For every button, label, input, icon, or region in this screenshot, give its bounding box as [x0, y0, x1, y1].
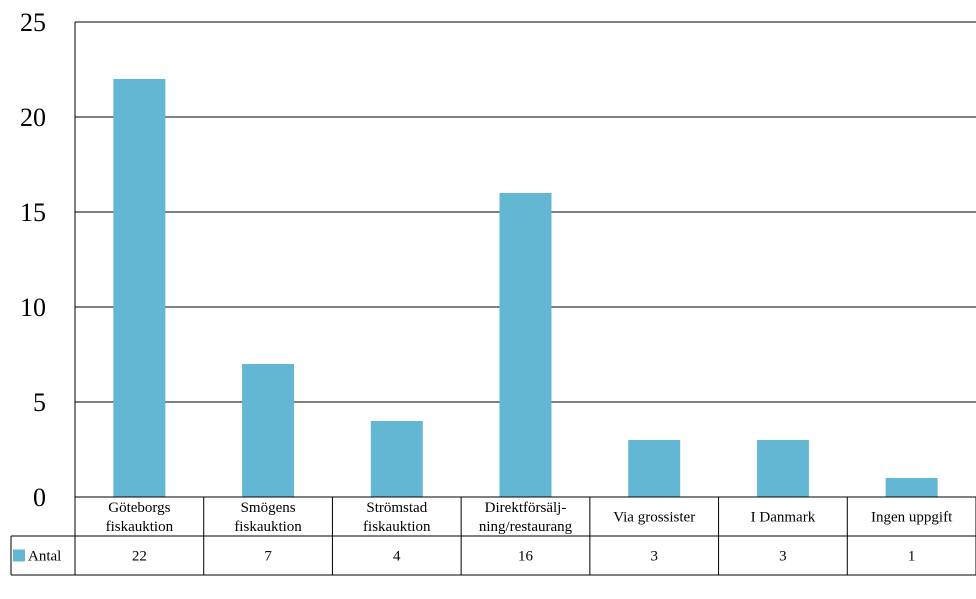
category-label: I Danmark — [751, 510, 816, 526]
bar — [242, 364, 295, 497]
y-tick-label: 5 — [33, 388, 46, 417]
bar — [885, 478, 938, 497]
category-label: Göteborgs fiskauktion — [106, 500, 174, 535]
category-label-line: fiskauktion — [106, 519, 174, 535]
y-tick-label: 20 — [20, 103, 46, 132]
axes — [74, 21, 976, 575]
category-label-line: fiskauktion — [234, 519, 302, 535]
category-label-line: Strömstad — [366, 500, 427, 516]
table-value: 4 — [393, 549, 401, 565]
table-value: 22 — [132, 549, 147, 565]
data-table: 22 7 4 16 3 3 1 — [10, 497, 976, 576]
legend-label: Antal — [28, 549, 61, 565]
category-label: Smögens fiskauktion — [234, 500, 302, 535]
legend: Antal — [13, 549, 61, 565]
category-label-line: ning/restaurang — [479, 519, 573, 535]
legend-swatch — [13, 549, 25, 562]
table-value: 7 — [264, 549, 272, 565]
y-tick-label: 10 — [20, 293, 46, 322]
table-value: 3 — [779, 549, 787, 565]
category-label-line: Via grossister — [613, 510, 695, 526]
bar — [499, 193, 552, 497]
bar — [628, 440, 681, 497]
table-value: 16 — [518, 549, 534, 565]
bar — [756, 440, 809, 497]
bar — [370, 421, 423, 497]
category-label: Via grossister — [613, 510, 695, 526]
bars — [113, 79, 938, 497]
category-label-line: Direktförsälj- — [485, 500, 567, 516]
bar — [113, 79, 166, 497]
category-label-line: Göteborgs — [108, 500, 170, 516]
table-value: 1 — [908, 549, 916, 565]
y-tick-label: 15 — [20, 198, 46, 227]
category-label-line: Smögens — [241, 500, 296, 516]
table-value: 3 — [650, 549, 658, 565]
category-label: Ingen uppgift — [871, 510, 953, 526]
y-tick-label: 0 — [33, 483, 46, 512]
category-label-line: I Danmark — [751, 510, 816, 526]
category-label-line: Ingen uppgift — [871, 510, 953, 526]
y-tick-labels: 0 5 10 15 20 25 — [20, 8, 46, 512]
category-label-line: fiskauktion — [363, 519, 431, 535]
category-label: Strömstad fiskauktion — [363, 500, 431, 535]
y-tick-label: 25 — [20, 8, 46, 37]
category-label: Direktförsälj-ning/restaurang — [479, 500, 573, 535]
